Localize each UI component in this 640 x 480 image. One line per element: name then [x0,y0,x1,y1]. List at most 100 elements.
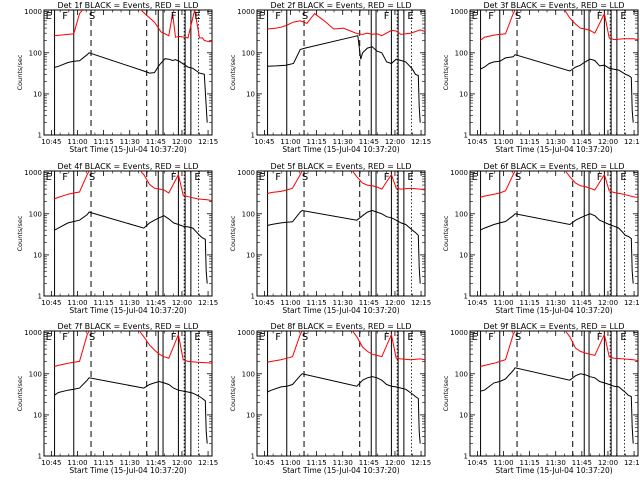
panel-4: Det 4f BLACK = Events, RED = LLD 1 10 100 10… [16,162,218,315]
marker-label: F [62,172,68,183]
x-tick-label: 12:15 [198,299,218,307]
y-tick-label: 10 [459,411,468,419]
panel-title: Det 8f BLACK = Events, RED = LLD [270,322,411,331]
events-series-line [480,367,634,444]
x-tick-label: 11:00 [493,299,513,307]
x-tick-label: 12:00 [172,299,192,307]
x-tick-label: 11:30 [120,459,140,467]
plot-frame [469,330,639,457]
x-tick-label: 11:30 [333,138,353,146]
marker-label: E [472,11,478,22]
y-tick-label: 1000 [237,169,255,177]
x-tick-label: 11:30 [546,138,566,146]
x-tick-label: 11:15 [94,299,114,307]
y-axis-label: Counts/sec [16,54,24,90]
x-tick-label: 11:15 [520,299,540,307]
marker-label: F [488,332,494,343]
y-tick-label: 1000 [237,8,255,16]
y-tick-label: 10 [33,251,42,259]
y-tick-label: 1 [464,293,468,301]
y-tick-label: 1000 [237,329,255,337]
x-tick-label: 11:00 [67,299,87,307]
y-tick-label: 100 [455,49,468,57]
y-axis-label: Counts/sec [442,215,450,251]
x-tick-label: 11:45 [572,299,592,307]
y-tick-label: 10 [246,251,255,259]
events-series-line [54,377,208,444]
marker-label: F [171,11,177,22]
marker-label: E [259,332,265,343]
lld-series-line [54,331,212,368]
marker-label: F [171,332,177,343]
x-tick-label: 11:45 [572,459,592,467]
y-axis-label: Counts/sec [16,215,24,251]
x-tick-label: 12:15 [411,459,431,467]
marker-label: S [89,11,95,22]
marker-label: E [407,332,413,343]
events-series-line [267,35,421,123]
y-tick-label: 1 [38,453,42,461]
x-tick-label: 10:45 [467,459,487,467]
y-tick-label: 1000 [24,169,42,177]
y-tick-label: 1000 [450,169,468,177]
x-tick-label: 10:45 [467,138,487,146]
x-tick-label: 11:30 [333,299,353,307]
marker-label: S [302,11,308,22]
x-tick-label: 11:30 [333,459,353,467]
y-axis-label: Counts/sec [16,375,24,411]
x-tick-label: 11:00 [280,138,300,146]
marker-label: S [515,172,521,183]
y-tick-label: 100 [242,49,255,57]
x-tick-label: 11:15 [307,138,327,146]
marker-label: F [275,11,281,22]
marker-label: E [46,172,52,183]
panel-3: Det 3f BLACK = Events, RED = LLD 1 10 100 10… [442,1,640,154]
marker-label: E [407,172,413,183]
marker-label: E [620,11,626,22]
x-tick-label: 11:15 [94,459,114,467]
x-tick-label: 11:45 [359,299,379,307]
marker-label: E [620,172,626,183]
marker-label: F [275,172,281,183]
lld-series-line [54,10,212,43]
panel-6: Det 6f BLACK = Events, RED = LLD 1 10 100 10… [442,162,640,315]
x-tick-label: 11:00 [67,138,87,146]
panel-2: Det 2f BLACK = Events, RED = LLD 1 10 100 10… [229,1,431,154]
x-axis-label: Start Time (15-Jul-04 10:37:20) [495,466,612,475]
panel-title: Det 3f BLACK = Events, RED = LLD [483,1,624,10]
x-tick-label: 12:15 [624,459,640,467]
y-tick-label: 100 [29,49,42,57]
x-tick-label: 11:30 [120,138,140,146]
x-tick-label: 12:00 [598,299,618,307]
x-tick-label: 10:45 [254,299,274,307]
x-tick-label: 10:45 [254,138,274,146]
x-tick-label: 11:00 [280,459,300,467]
y-tick-label: 1 [251,293,255,301]
x-tick-label: 11:15 [307,299,327,307]
x-tick-label: 12:00 [598,459,618,467]
x-tick-label: 10:45 [41,299,61,307]
y-tick-label: 1 [38,293,42,301]
y-tick-label: 100 [242,210,255,218]
x-tick-label: 11:45 [146,459,166,467]
x-axis-label: Start Time (15-Jul-04 10:37:20) [69,466,186,475]
x-tick-label: 12:15 [411,138,431,146]
y-axis-label: Counts/sec [229,375,237,411]
x-tick-label: 10:45 [467,299,487,307]
panel-title: Det 9f BLACK = Events, RED = LLD [483,322,624,331]
x-tick-label: 11:45 [146,138,166,146]
panel-title: Det 1f BLACK = Events, RED = LLD [57,1,198,10]
y-tick-label: 1 [464,453,468,461]
panel-title: Det 5f BLACK = Events, RED = LLD [270,162,411,171]
marker-label: E [46,332,52,343]
x-axis-label: Start Time (15-Jul-04 10:37:20) [282,466,399,475]
lld-series-line [479,10,638,41]
x-tick-label: 12:15 [624,299,640,307]
marker-label: E [259,172,265,183]
events-series-line [480,213,634,284]
x-tick-label: 12:15 [198,138,218,146]
marker-label: E [194,11,200,22]
x-tick-label: 11:15 [520,138,540,146]
marker-label: S [302,332,308,343]
